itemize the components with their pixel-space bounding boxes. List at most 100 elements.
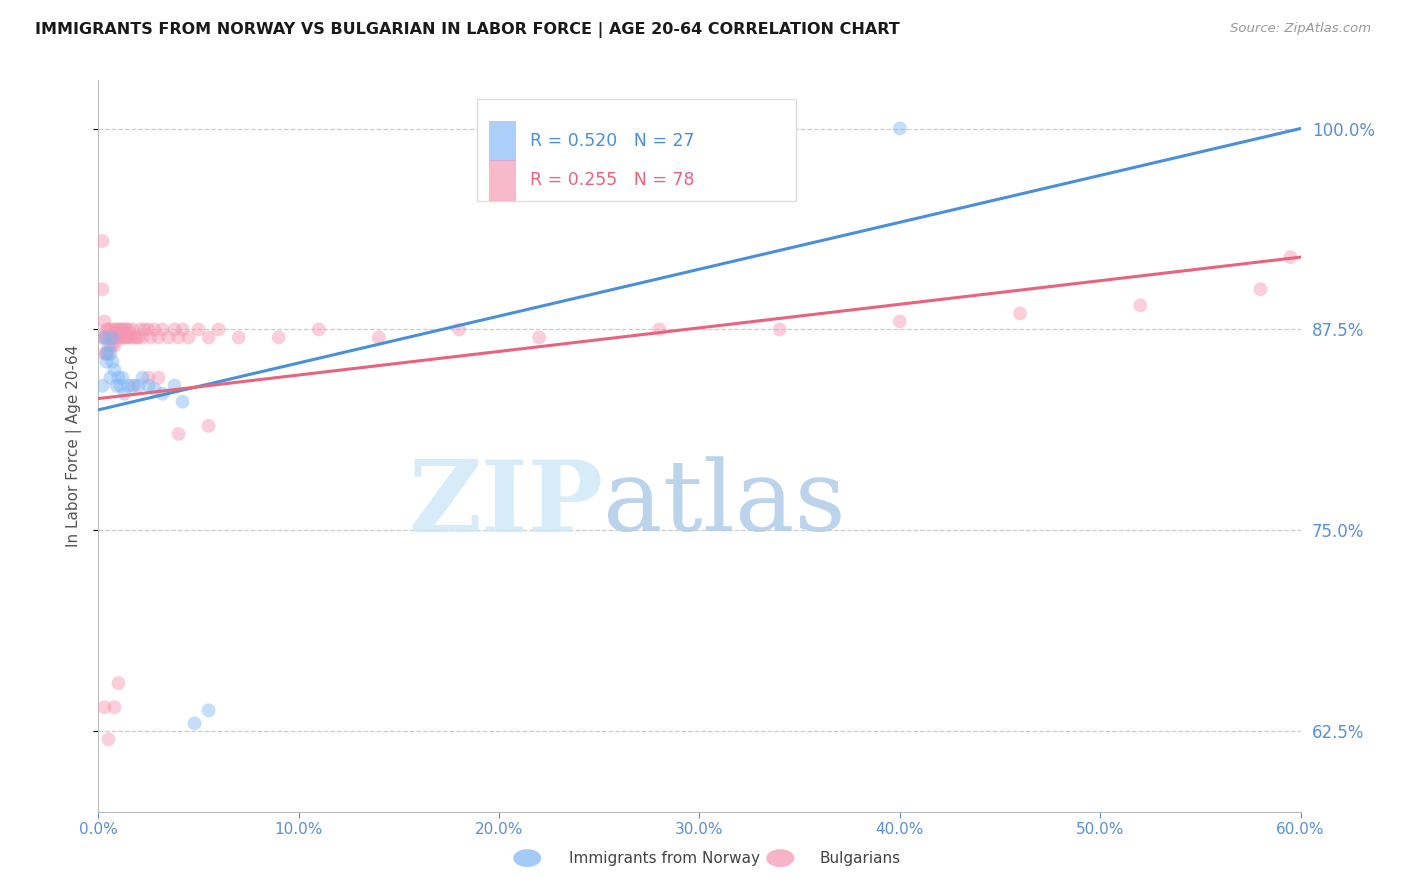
Point bbox=[100, 370, 122, 384]
Point bbox=[107, 370, 129, 384]
Point bbox=[93, 330, 115, 344]
Point bbox=[96, 330, 118, 344]
Point bbox=[101, 354, 124, 368]
Point bbox=[197, 330, 219, 344]
Point bbox=[134, 322, 156, 336]
Point bbox=[100, 322, 122, 336]
Point bbox=[103, 330, 125, 344]
Point bbox=[97, 322, 120, 336]
Text: Bulgarians: Bulgarians bbox=[820, 851, 901, 865]
Point bbox=[96, 346, 118, 360]
Point bbox=[769, 322, 792, 336]
Point bbox=[110, 322, 132, 336]
Text: IMMIGRANTS FROM NORWAY VS BULGARIAN IN LABOR FORCE | AGE 20-64 CORRELATION CHART: IMMIGRANTS FROM NORWAY VS BULGARIAN IN L… bbox=[35, 22, 900, 38]
Point bbox=[105, 378, 128, 392]
Point bbox=[1129, 298, 1152, 312]
Point bbox=[93, 330, 115, 344]
Text: R = 0.255   N = 78: R = 0.255 N = 78 bbox=[530, 171, 695, 189]
Text: Immigrants from Norway: Immigrants from Norway bbox=[569, 851, 761, 865]
Point bbox=[103, 322, 125, 336]
Point bbox=[107, 322, 129, 336]
Point bbox=[103, 700, 125, 714]
Point bbox=[125, 330, 148, 344]
Point bbox=[117, 378, 139, 392]
Point bbox=[105, 330, 128, 344]
Text: R = 0.520   N = 27: R = 0.520 N = 27 bbox=[530, 132, 695, 150]
Point bbox=[107, 330, 129, 344]
Point bbox=[101, 330, 124, 344]
Point bbox=[143, 382, 166, 396]
Point bbox=[114, 330, 136, 344]
Point bbox=[172, 322, 194, 336]
Point bbox=[124, 378, 146, 392]
Bar bbox=[489, 121, 516, 161]
Point bbox=[157, 330, 180, 344]
Point bbox=[138, 378, 160, 392]
Point bbox=[138, 370, 160, 384]
Point bbox=[91, 234, 114, 248]
Point bbox=[143, 322, 166, 336]
Point bbox=[101, 330, 124, 344]
Point bbox=[107, 676, 129, 690]
Point bbox=[114, 322, 136, 336]
Point bbox=[197, 703, 219, 717]
Point bbox=[97, 330, 120, 344]
Point bbox=[148, 370, 170, 384]
Point bbox=[889, 314, 911, 328]
Y-axis label: In Labor Force | Age 20-64: In Labor Force | Age 20-64 bbox=[66, 345, 83, 547]
Point bbox=[110, 378, 132, 392]
Point bbox=[163, 378, 186, 392]
Point bbox=[183, 716, 205, 731]
Point bbox=[1010, 306, 1032, 320]
Point bbox=[97, 338, 120, 352]
Point bbox=[111, 370, 134, 384]
Point bbox=[368, 330, 391, 344]
Point bbox=[529, 330, 551, 344]
Point bbox=[197, 418, 219, 433]
Point bbox=[187, 322, 209, 336]
Point bbox=[101, 330, 124, 344]
Point bbox=[103, 362, 125, 376]
Point bbox=[115, 330, 138, 344]
Point bbox=[117, 322, 139, 336]
Text: atlas: atlas bbox=[603, 457, 846, 552]
Point bbox=[100, 338, 122, 352]
Point bbox=[96, 322, 118, 336]
Point bbox=[124, 330, 146, 344]
Point bbox=[889, 121, 911, 136]
Point bbox=[177, 330, 200, 344]
Point bbox=[152, 386, 174, 401]
Point bbox=[100, 346, 122, 360]
Point bbox=[139, 330, 162, 344]
Point bbox=[172, 394, 194, 409]
Point bbox=[267, 330, 290, 344]
Point bbox=[103, 338, 125, 352]
Point bbox=[111, 330, 134, 344]
Point bbox=[152, 322, 174, 336]
Point bbox=[91, 282, 114, 296]
Point bbox=[114, 386, 136, 401]
Point bbox=[128, 378, 150, 392]
Point bbox=[138, 322, 160, 336]
Point bbox=[129, 322, 152, 336]
Point bbox=[100, 330, 122, 344]
Point bbox=[447, 322, 470, 336]
Point bbox=[121, 378, 143, 392]
Point bbox=[97, 732, 120, 747]
Point bbox=[228, 330, 250, 344]
Point bbox=[89, 330, 111, 344]
Point bbox=[131, 330, 153, 344]
Point bbox=[91, 378, 114, 392]
Point bbox=[93, 314, 115, 328]
Point bbox=[110, 330, 132, 344]
Point bbox=[131, 370, 153, 384]
Point bbox=[1250, 282, 1272, 296]
Point bbox=[93, 700, 115, 714]
Point bbox=[93, 346, 115, 360]
Point bbox=[101, 338, 124, 352]
Bar bbox=[477, 99, 796, 201]
Point bbox=[1279, 250, 1302, 264]
Point bbox=[115, 322, 138, 336]
Bar bbox=[489, 161, 516, 201]
Point bbox=[208, 322, 231, 336]
